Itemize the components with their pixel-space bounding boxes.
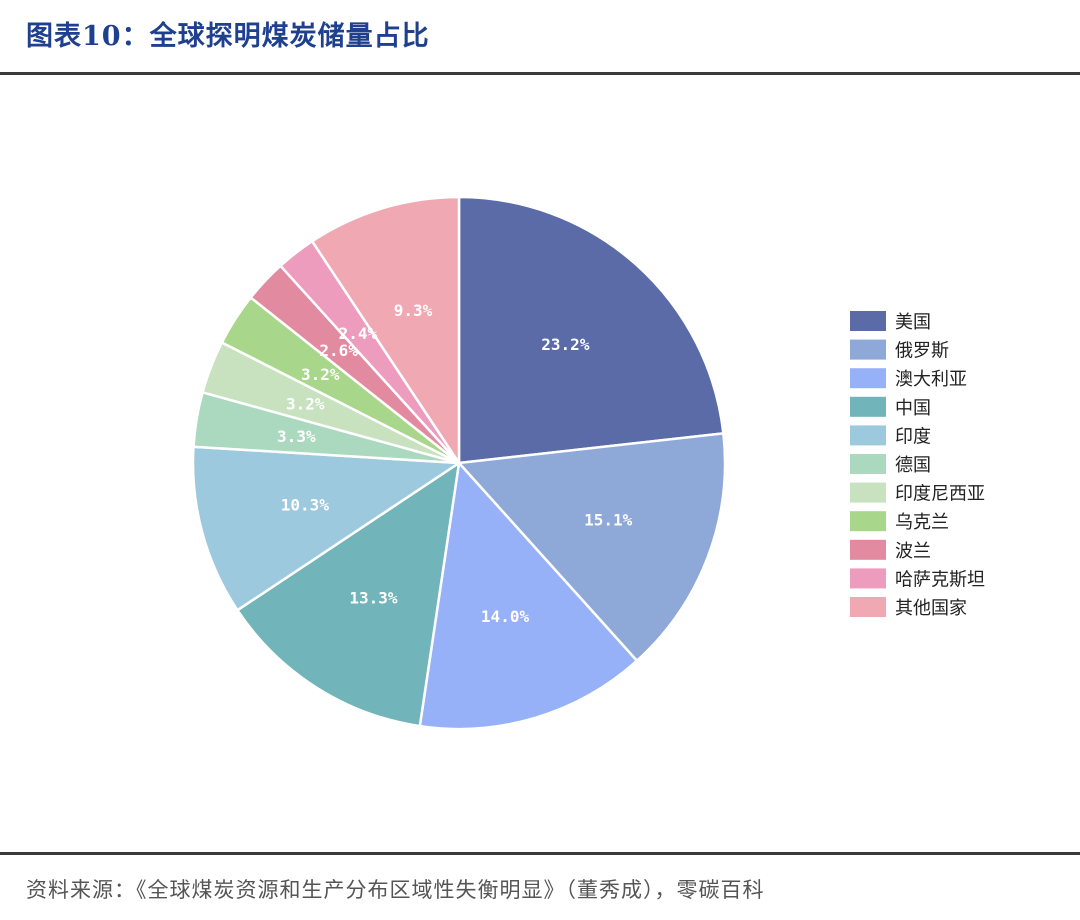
legend-label-6: 德国 [895,455,931,476]
pie-slice-3 [418,461,639,731]
legend-label-11: 其他国家 [895,598,967,619]
legend-label-5: 印度 [895,426,931,447]
legend-swatch-7 [850,482,886,503]
legend-label-9: 波兰 [895,541,931,562]
top-divider [0,72,1080,75]
legend-swatch-8 [850,511,886,532]
legend-swatch-6 [850,454,886,474]
chart-title: 图表10：全球探明煤炭储量占比 [26,21,430,52]
pie-data-label-9: 2.6% [319,341,358,360]
pie-data-label-5: 10.3% [281,495,330,514]
legend-label-1: 美国 [895,312,931,333]
legend-label-4: 中国 [895,398,931,419]
pie-data-labels: 23.2% 15.1% 14.0% 13.3% 10.3% 3.3% 3.2% 3.2% 2.6… [277,301,633,626]
source-note: 资料来源：《全球煤炭资源和生产分布区域性失衡明显》（董秀成），零碳百科 [26,878,765,902]
legend-label-10: 哈萨克斯坦 [895,569,985,590]
pie-data-label-11: 9.3% [394,301,433,320]
pie-slice-5 [191,445,461,612]
pie-slice-1 [457,195,725,465]
pie-slices [191,195,727,731]
pie-data-label-4: 13.3% [349,589,398,608]
legend-label-8: 乌克兰 [895,512,949,533]
legend-label-2: 俄罗斯 [895,341,949,362]
legend-swatch-4 [850,396,886,417]
legend-label-3: 澳大利亚 [895,369,967,390]
legend-swatch-2 [850,339,886,360]
legend-swatch-11 [850,597,886,617]
pie-slice-4 [236,461,461,728]
legend-swatch-3 [850,368,886,389]
pie-data-label-10: 2.4% [339,324,378,343]
legend-swatch-9 [850,539,886,560]
pie-slice-11 [310,195,461,465]
pie-data-label-8: 3.2% [301,365,340,384]
pie-slice-2 [457,432,727,662]
pie-data-label-2: 15.1% [584,511,633,530]
pie-data-label-1: 23.2% [541,335,590,354]
legend-swatch-10 [850,568,886,589]
legend-label-7: 印度尼西亚 [895,484,985,505]
pie-data-label-7: 3.2% [286,394,325,413]
legend-swatch-1 [850,311,886,331]
pie-data-label-3: 14.0% [481,607,530,626]
legend-swatch-5 [850,425,886,446]
bottom-divider [0,852,1080,855]
pie-data-label-6: 3.3% [277,427,316,446]
